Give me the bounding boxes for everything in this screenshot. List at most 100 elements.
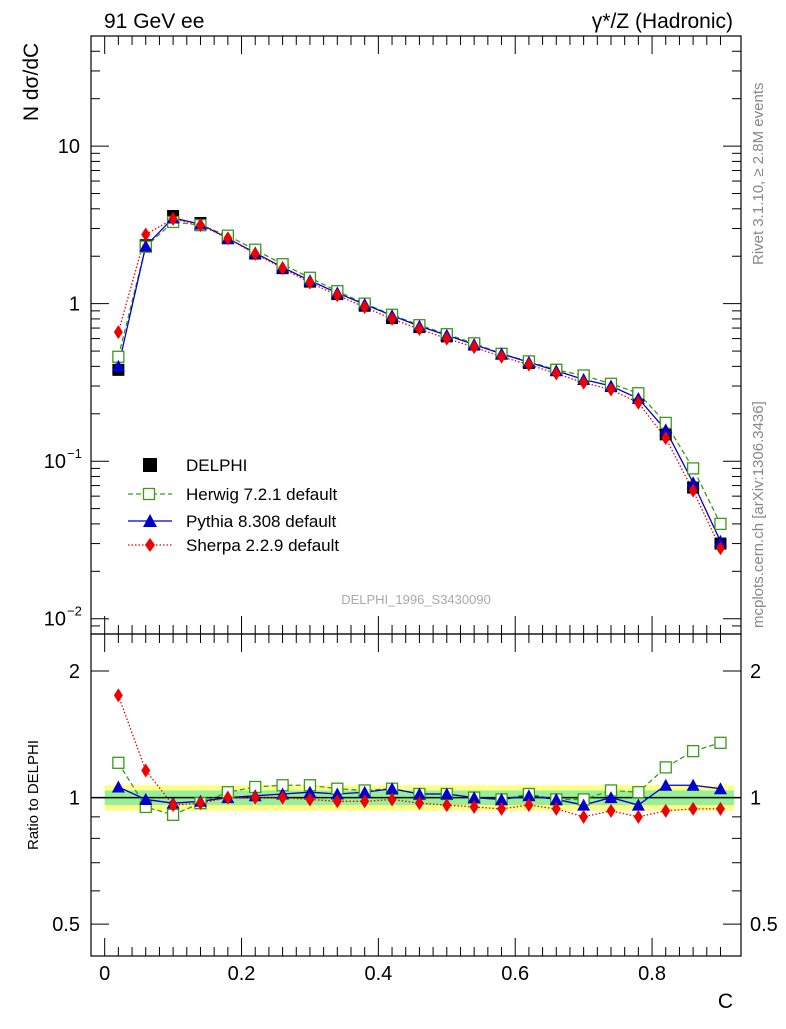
main-line-herwig [117, 221, 722, 525]
ratio-point-sherpa [141, 763, 151, 778]
main-point-pythia [686, 476, 700, 489]
ratio-point-sherpa [113, 688, 123, 703]
ratio-panel: 2 2 1 1 0.5 0.5 0 0.2 0.4 0.6 0.8 Ratio to DELPHI… [25, 633, 778, 1013]
x-tick-label: 0 [99, 963, 110, 985]
ratio-y-tick-label-left: 0.5 [52, 914, 80, 936]
x-tick-label: 0.4 [364, 963, 392, 985]
x-tick-label: 0.2 [228, 963, 256, 985]
main-point-sherpa [414, 322, 424, 337]
ratio-point-pythia [412, 787, 426, 800]
main-point-sherpa [442, 331, 452, 346]
ratio-point-pythia [467, 791, 481, 804]
ratio-panel-frame [90, 633, 742, 957]
ratio-y-tick-label-left: 2 [69, 661, 80, 683]
main-series-group [111, 210, 727, 556]
main-point-pythia [659, 423, 673, 436]
ratio-point-pythia [495, 792, 509, 805]
analysis-label: DELPHI_1996_S3430090 [341, 592, 491, 607]
x-tick-label: 0.8 [638, 963, 666, 985]
ratio-point-sherpa [278, 790, 288, 805]
ratio-point-pythia [713, 782, 727, 795]
main-point-herwig [686, 462, 700, 475]
right-title: γ*/Z (Hadronic) [592, 10, 733, 33]
main-point-sherpa [387, 311, 397, 326]
ratio-point-sherpa [414, 796, 424, 811]
ratio-point-herwig [714, 736, 727, 749]
main-y-tick-label: 1 [69, 294, 80, 316]
main-point-sherpa [250, 246, 260, 261]
legend-marker-herwig [142, 487, 156, 501]
ratio-point-sherpa [579, 809, 589, 824]
main-point-sherpa [223, 231, 233, 246]
main-point-sherpa [360, 300, 370, 315]
ratio-point-pythia [522, 789, 536, 802]
main-point-herwig [714, 517, 727, 531]
ratio-y-ticks: 2 2 1 1 0.5 0.5 [52, 661, 778, 936]
ratio-point-sherpa [524, 798, 534, 813]
ratio-point-herwig [686, 744, 700, 758]
ratio-x-ticks: 0 0.2 0.4 0.6 0.8 [99, 634, 721, 985]
rivet-side-label: Rivet 3.1.10, ≥ 2.8M events [750, 83, 767, 266]
ratio-point-pythia [631, 798, 645, 811]
ratio-point-sherpa [551, 801, 561, 816]
legend-label-herwig: Herwig 7.2.1 default [186, 485, 337, 504]
ratio-point-pythia [686, 778, 700, 791]
ratio-point-herwig [659, 761, 672, 774]
ratio-point-herwig [632, 786, 645, 799]
ratio-point-sherpa [195, 796, 205, 811]
ratio-y-tick-label-left: 1 [69, 788, 80, 810]
x-axis-label: C [718, 990, 733, 1013]
main-y-tick-exponent: −1 [67, 446, 82, 461]
ratio-y-axis-label: Ratio to DELPHI [25, 740, 42, 850]
ratio-y-tick-label-right: 0.5 [750, 914, 778, 936]
ratio-point-sherpa [168, 798, 178, 813]
ratio-point-sherpa [360, 794, 370, 809]
main-point-sherpa [633, 395, 643, 410]
main-point-sherpa [606, 382, 616, 397]
ratio-point-pythia [604, 791, 618, 804]
ratio-series-group [111, 688, 727, 824]
main-point-sherpa [715, 541, 725, 556]
main-y-tick-label: 10 [58, 136, 80, 158]
ratio-point-pythia [549, 792, 563, 805]
main-y-tick-exponent: −2 [67, 604, 82, 619]
main-point-sherpa [332, 288, 342, 303]
main-point-sherpa [688, 483, 698, 498]
main-point-sherpa [469, 340, 479, 355]
ratio-point-sherpa [715, 801, 725, 816]
main-point-sherpa [497, 349, 507, 364]
main-y-tick-label: 10 [44, 609, 66, 631]
main-y-axis-label: N dσ/dC [20, 43, 43, 121]
main-point-sherpa [141, 227, 151, 242]
legend: DELPHI Herwig 7.2.1 default Pythia 8.308… [128, 456, 339, 555]
ratio-point-sherpa [633, 809, 643, 824]
ratio-point-pythia [358, 785, 372, 798]
ratio-point-sherpa [305, 792, 315, 807]
ratio-point-sherpa [223, 790, 233, 805]
main-point-sherpa [278, 261, 288, 276]
mcplots-side-label: mcplots.cern.ch [arXiv:1306.3436] [750, 401, 767, 628]
main-point-sherpa [551, 366, 561, 381]
main-x-ticks [104, 36, 721, 634]
main-point-pythia [111, 359, 125, 372]
legend-label-sherpa: Sherpa 2.2.9 default [186, 536, 339, 555]
ratio-point-sherpa [497, 801, 507, 816]
left-title: 91 GeV ee [104, 10, 204, 33]
x-tick-label: 0.6 [501, 963, 529, 985]
ratio-point-pythia [330, 787, 344, 800]
ratio-point-pythia [440, 787, 454, 800]
main-point-sherpa [305, 275, 315, 290]
ratio-point-sherpa [606, 803, 616, 818]
ratio-y-tick-label-right: 2 [750, 661, 761, 683]
main-point-sherpa [661, 431, 671, 446]
ratio-point-sherpa [442, 798, 452, 813]
ratio-point-sherpa [661, 803, 671, 818]
ratio-point-pythia [111, 780, 125, 793]
ratio-point-sherpa [332, 794, 342, 809]
main-point-sherpa [579, 375, 589, 390]
legend-label-delphi: DELPHI [186, 456, 247, 475]
main-point-sherpa [113, 325, 123, 340]
